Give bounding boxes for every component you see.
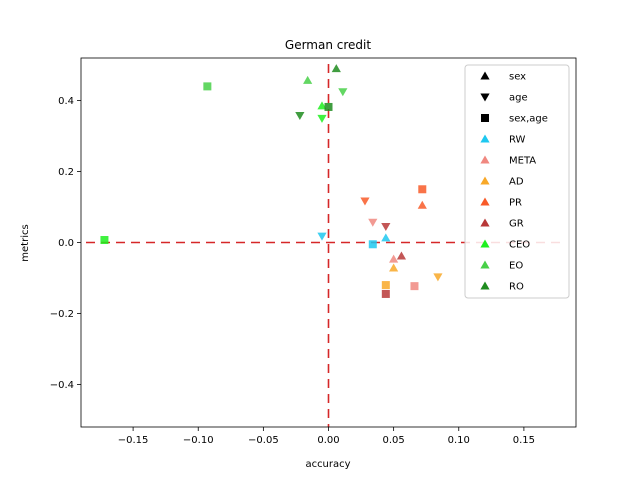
legend-label-sex-age: sex,age	[509, 114, 548, 125]
legend-label-age: age	[509, 93, 528, 104]
legend-label-meta: META	[509, 156, 536, 167]
data-point-ceo	[100, 236, 109, 245]
data-point-ceo	[317, 114, 327, 123]
legend: sex age sex,age RW META AD PR GR CEO EO RO	[464, 64, 570, 299]
data-point-ad	[389, 263, 399, 272]
x-axis-label: accuracy	[305, 459, 350, 470]
data-point-rw	[381, 233, 391, 242]
legend-marker-pr	[480, 197, 490, 206]
legend-label-ceo: CEO	[509, 240, 530, 251]
legend-label-gr: GR	[509, 219, 524, 230]
legend-marker-gr	[480, 218, 490, 227]
data-point-eo	[303, 75, 313, 84]
legend-marker-rw	[480, 134, 490, 143]
data-point-ro	[324, 102, 333, 111]
data-point-ceo	[317, 101, 327, 110]
data-point-meta	[368, 218, 378, 227]
x-tick-label: 0.05	[382, 435, 404, 446]
x-tick-label: −0.05	[248, 435, 279, 446]
chart-title: German credit	[285, 38, 371, 52]
x-tick-label: −0.15	[118, 435, 149, 446]
data-point-pr	[418, 185, 427, 194]
y-tick-label: 0.4	[58, 96, 74, 107]
data-point-ad	[433, 273, 443, 282]
data-point-ro	[331, 64, 341, 73]
y-tick-label: 0.2	[58, 167, 74, 178]
data-point-meta	[410, 282, 419, 291]
legend-marker-meta	[480, 155, 490, 164]
x-tick-label: −0.10	[183, 435, 214, 446]
legend-label-eo: EO	[509, 261, 523, 272]
legend-marker-ad	[480, 176, 490, 185]
legend-box	[464, 64, 570, 299]
data-point-gr	[381, 223, 391, 232]
data-point-eo	[338, 88, 348, 97]
y-tick-label: 0.0	[58, 238, 74, 249]
data-point-pr	[360, 197, 370, 206]
legend-label-rw: RW	[509, 135, 526, 146]
data-point-pr	[417, 200, 427, 209]
data-point-rw	[317, 232, 327, 241]
x-tick-label: 0.10	[448, 435, 470, 446]
legend-marker-sex	[480, 71, 490, 80]
data-point-ro	[295, 111, 305, 120]
data-point-ad	[381, 281, 390, 290]
data-point-meta	[389, 254, 399, 263]
x-tick-label: 0.00	[317, 435, 339, 446]
legend-marker-eo	[480, 260, 490, 269]
legend-marker-ro	[480, 281, 490, 290]
data-point-gr	[396, 251, 407, 260]
plot-area: −0.15 −0.10 −0.05 0.00 0.05 0.10 0.15 −0.4 −0.2 0…	[50, 57, 577, 446]
y-tick-label: −0.4	[50, 380, 74, 391]
legend-marker-sex-age	[481, 114, 489, 122]
data-point-eo	[203, 82, 212, 91]
y-tick-label: −0.2	[50, 309, 74, 320]
legend-label-ro: RO	[509, 282, 524, 293]
legend-marker-age	[480, 93, 490, 102]
legend-label-sex: sex	[509, 72, 526, 83]
legend-label-ad: AD	[509, 177, 524, 188]
legend-label-pr: PR	[509, 198, 522, 209]
y-axis-label: metrics	[20, 224, 31, 261]
data-point-rw	[368, 240, 377, 249]
data-point-gr	[381, 289, 390, 298]
legend-marker-ceo	[480, 239, 490, 248]
x-tick-label: 0.15	[513, 435, 535, 446]
